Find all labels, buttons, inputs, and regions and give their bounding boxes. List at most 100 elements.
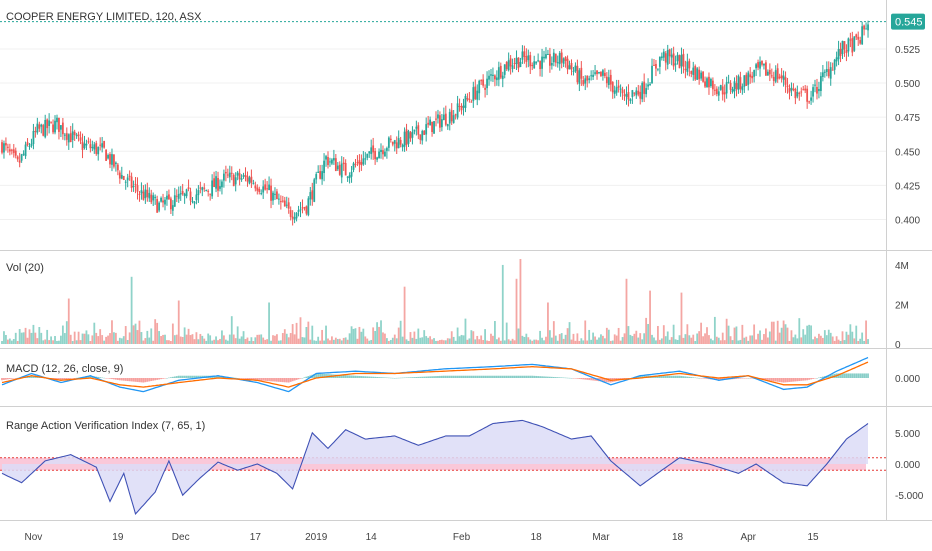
- macd-histogram-bar: [564, 377, 567, 379]
- volume-bar: [814, 336, 816, 344]
- volume-bar: [772, 321, 775, 344]
- candle-body: [629, 99, 632, 101]
- ravi-chart[interactable]: 5.000 0.000 -5.000 Range Action Verificati…: [0, 407, 932, 521]
- macd-histogram-bar: [193, 375, 196, 378]
- candle-body: [199, 187, 202, 189]
- candle-body: [287, 202, 290, 209]
- macd-histogram-bar: [454, 375, 457, 378]
- candle-body: [116, 164, 119, 171]
- time-tick-label: 19: [112, 532, 124, 543]
- volume-bar: [395, 338, 398, 344]
- macd-histogram-bar: [431, 376, 433, 378]
- candle-body: [509, 58, 512, 67]
- candle-body: [289, 210, 292, 217]
- macd-histogram-bar: [574, 378, 577, 379]
- candle-body: [336, 165, 339, 170]
- macd-histogram-bar: [376, 376, 378, 378]
- candle-body: [615, 87, 618, 93]
- volume-bar: [397, 327, 400, 344]
- candle-body: [230, 172, 233, 174]
- macd-histogram-bar: [594, 378, 596, 381]
- volume-bar: [615, 335, 618, 344]
- volume-bar: [605, 327, 608, 344]
- volume-bar: [321, 329, 323, 344]
- candle-body: [503, 64, 506, 75]
- candle-body: [256, 187, 259, 191]
- macd-histogram-bar: [547, 376, 549, 378]
- candle-body: [517, 57, 520, 69]
- volume-bar: [101, 335, 104, 344]
- volume-pane[interactable]: 4M 2M 0 Vol (20): [0, 250, 932, 349]
- macd-chart[interactable]: 0.000 MACD (12, 26, close, 9): [0, 349, 932, 407]
- macd-histogram-bar: [702, 378, 704, 379]
- volume-bar: [42, 340, 45, 344]
- candle-body: [476, 90, 479, 100]
- macd-histogram-bar: [348, 375, 351, 378]
- volume-bar: [285, 333, 288, 344]
- macd-histogram-bar: [867, 373, 869, 378]
- candle-body: [468, 98, 471, 100]
- time-tick-label: 14: [366, 532, 378, 543]
- candle-body: [686, 61, 689, 72]
- macd-histogram-bar: [105, 378, 107, 379]
- candle-body: [564, 57, 567, 61]
- ravi-pane[interactable]: 5.000 0.000 -5.000 Range Action Verificati…: [0, 406, 932, 521]
- macd-histogram-bar: [821, 376, 824, 378]
- volume-bar: [727, 325, 730, 344]
- candle-body: [586, 75, 589, 81]
- candle-body: [835, 57, 838, 62]
- macd-histogram-bar: [14, 378, 17, 379]
- candle-body: [384, 151, 386, 157]
- candle-body: [470, 101, 473, 103]
- macd-histogram-bar: [820, 377, 822, 378]
- volume-bar: [592, 332, 595, 344]
- volume-bar: [158, 331, 161, 344]
- volume-bar: [191, 334, 194, 344]
- time-axis[interactable]: Nov 19 Dec 17 2019 14 Feb 18 Mar 18 Apr 15: [0, 521, 932, 551]
- candle-body: [75, 134, 78, 136]
- macd-histogram-bar: [676, 375, 679, 378]
- macd-histogram-bar: [232, 377, 235, 379]
- candle-body: [130, 176, 133, 188]
- volume-axis: 4M 2M 0: [895, 261, 909, 349]
- candle-body: [442, 114, 445, 121]
- volume-bar: [729, 336, 732, 344]
- volume-bar: [823, 330, 826, 344]
- candle-body: [711, 80, 714, 90]
- volume-bar: [331, 336, 333, 344]
- volume-bar: [289, 333, 292, 344]
- volume-bar: [676, 339, 679, 344]
- volume-bar: [334, 337, 337, 344]
- candle-body: [853, 36, 856, 51]
- macd-histogram-bar: [829, 374, 832, 378]
- volume-bar: [440, 339, 443, 344]
- time-axis-pane[interactable]: Nov 19 Dec 17 2019 14 Feb 18 Mar 18 Apr 15: [0, 520, 932, 551]
- price-chart[interactable]: 0.525 0.500 0.475 0.450 0.425 0.400 0.545 COO…: [0, 0, 932, 250]
- macd-histogram-bar: [768, 378, 771, 381]
- candle-body: [715, 88, 718, 95]
- macd-histogram-bar: [277, 378, 280, 382]
- macd-histogram-bar: [784, 378, 787, 383]
- volume-bar: [572, 333, 575, 344]
- macd-histogram-bar: [58, 378, 60, 380]
- candle-body: [34, 130, 37, 133]
- volume-bar: [488, 340, 490, 344]
- candle-body: [633, 92, 636, 94]
- volume-bar: [95, 332, 98, 344]
- candle-body: [185, 189, 188, 197]
- macd-pane[interactable]: 0.000 MACD (12, 26, close, 9): [0, 348, 932, 407]
- macd-histogram-bar: [366, 376, 369, 378]
- price-pane[interactable]: 0.525 0.500 0.475 0.450 0.425 0.400 0.545 COO…: [0, 0, 932, 250]
- volume-chart[interactable]: 4M 2M 0 Vol (20): [0, 251, 932, 349]
- macd-histogram-bar: [264, 378, 267, 381]
- last-price-badge: [891, 13, 925, 30]
- candle-body: [193, 201, 196, 204]
- volume-bar: [224, 339, 227, 344]
- volume-bar: [168, 340, 170, 344]
- macd-histogram-bar: [423, 376, 426, 378]
- volume-bar: [362, 328, 365, 344]
- candle-body: [539, 60, 541, 70]
- volume-bar: [550, 337, 553, 344]
- candle-body: [865, 28, 867, 30]
- volume-bar: [717, 337, 720, 344]
